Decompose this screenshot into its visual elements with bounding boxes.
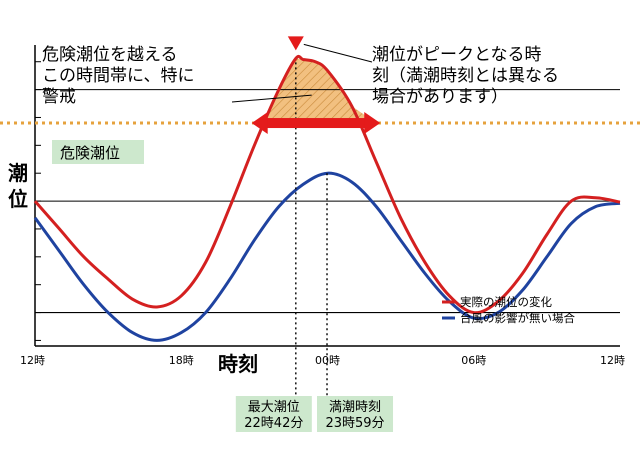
x-tick-label: 18時	[169, 354, 194, 367]
x-tick-label: 12時	[600, 354, 625, 367]
peak-marker-triangle	[287, 36, 304, 51]
annotation-line: 警戒	[42, 87, 76, 107]
y-axis-label-char: 位	[8, 187, 28, 211]
max-tide-time-box	[235, 396, 312, 432]
grid-lines	[35, 89, 620, 314]
high-tide-time-box	[317, 396, 394, 432]
x-tick-label: 12時	[20, 354, 45, 367]
danger-callout-line	[231, 94, 312, 103]
danger-period-arrow	[251, 112, 381, 135]
danger-zone-area	[261, 58, 377, 124]
x-axis-tick-labels: 12時 18時 00時 06時 12時	[20, 354, 625, 367]
annotation-line: 場合があります）	[372, 87, 508, 107]
series-line-no-typhoon	[33, 171, 621, 342]
max-tide-label: 最大潮位	[248, 400, 300, 415]
max-tide-time: 22時42分	[244, 416, 303, 431]
annotation-line: この時間帯に、特に	[42, 66, 195, 86]
danger-arrow-left-head	[251, 112, 268, 135]
danger-level-label-background	[52, 140, 144, 164]
annotation-line: 刻（満潮時刻とは異なる	[372, 66, 559, 86]
danger-period-annotation: 危険潮位を越えるこの時間帯に、特に警戒	[42, 45, 195, 107]
annotation-line: 潮位がピークとなる時	[372, 45, 542, 65]
peak-annotation: 潮位がピークとなる時刻（満潮時刻とは異なる場合があります）	[372, 45, 559, 107]
danger-arrow-right-head	[364, 112, 381, 135]
legend-label: 実際の潮位の変化	[460, 295, 552, 309]
y-axis-label: 潮位	[8, 161, 28, 211]
x-tick-label: 00時	[315, 354, 340, 367]
x-tick-label: 06時	[461, 354, 486, 367]
high-tide-label: 満潮時刻	[329, 400, 381, 415]
y-axis-ticks	[35, 61, 41, 341]
high-tide-time: 23時59分	[325, 416, 384, 431]
legend-label: 台風の影響が無い場合	[460, 311, 575, 325]
danger-level-label: 危険潮位	[60, 144, 120, 162]
peak-callout-line	[303, 43, 373, 63]
y-axis-label-char: 潮	[8, 161, 28, 185]
series-line-actual-tide	[33, 54, 621, 315]
danger-arrow-shaft	[263, 118, 369, 129]
annotation-line: 危険潮位を越える	[42, 45, 178, 65]
x-axis-label: 時刻	[218, 352, 258, 376]
